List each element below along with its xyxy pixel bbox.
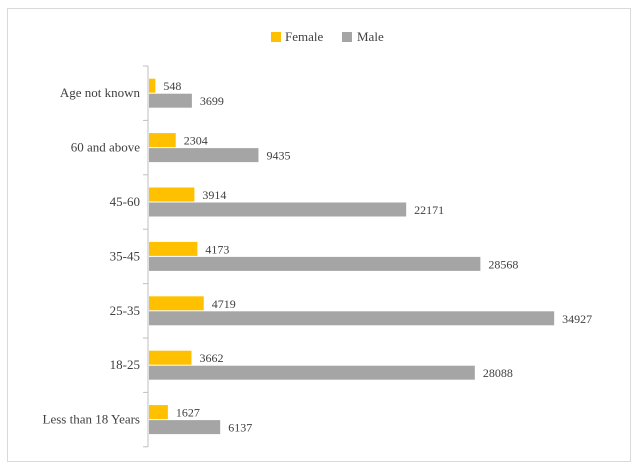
category-label: 60 and above xyxy=(71,140,141,155)
category-labels: Age not known 60 and above 45-60 35-45 25-35… xyxy=(43,85,141,426)
bars xyxy=(149,78,555,435)
data-label-male: 6137 xyxy=(228,421,252,435)
data-label-female: 1627 xyxy=(176,406,200,420)
legend-swatch-1 xyxy=(342,32,352,42)
data-label-male: 34927 xyxy=(562,312,592,326)
data-labels: 548 3699 2304 9435 3914 22171 4173 28568 4719 349… xyxy=(163,79,592,434)
bar-female xyxy=(149,350,192,365)
bar-male xyxy=(149,148,259,163)
category-label: 25-35 xyxy=(110,303,140,318)
data-label-male: 28568 xyxy=(488,257,518,271)
data-label-female: 3662 xyxy=(199,351,223,365)
bar-male xyxy=(149,202,407,217)
data-label-male: 3699 xyxy=(200,94,224,108)
bar-female xyxy=(149,241,198,256)
bar-male xyxy=(149,420,221,435)
bar-female xyxy=(149,187,195,202)
data-label-male: 9435 xyxy=(266,149,290,163)
legend: Female Male xyxy=(271,29,384,44)
data-label-male: 22171 xyxy=(414,203,444,217)
category-label: 35-45 xyxy=(110,248,140,263)
bar-male xyxy=(149,365,475,380)
bar-male xyxy=(149,311,555,326)
legend-label-1: Male xyxy=(357,29,384,44)
bar-chart: Female Male Age not known 60 and above 45-6… xyxy=(43,29,592,448)
legend-swatch-0 xyxy=(271,32,281,42)
data-label-female: 4173 xyxy=(205,242,229,256)
bar-male xyxy=(149,256,481,271)
bar-female xyxy=(149,78,156,93)
data-label-female: 548 xyxy=(163,79,181,93)
bar-female xyxy=(149,133,176,148)
category-label: 18-25 xyxy=(110,357,140,372)
data-label-female: 3914 xyxy=(202,188,226,202)
bar-female xyxy=(149,405,168,420)
bar-female xyxy=(149,296,204,311)
category-label: Less than 18 Years xyxy=(43,412,141,427)
data-label-female: 4719 xyxy=(212,297,236,311)
bar-male xyxy=(149,93,192,108)
legend-label-0: Female xyxy=(285,29,323,44)
data-label-male: 28088 xyxy=(483,366,513,380)
category-axis xyxy=(143,65,149,448)
data-label-female: 2304 xyxy=(184,134,208,148)
category-label: Age not known xyxy=(60,85,141,100)
chart-frame: Female Male Age not known 60 and above 45-6… xyxy=(7,8,631,462)
category-label: 45-60 xyxy=(110,194,140,209)
